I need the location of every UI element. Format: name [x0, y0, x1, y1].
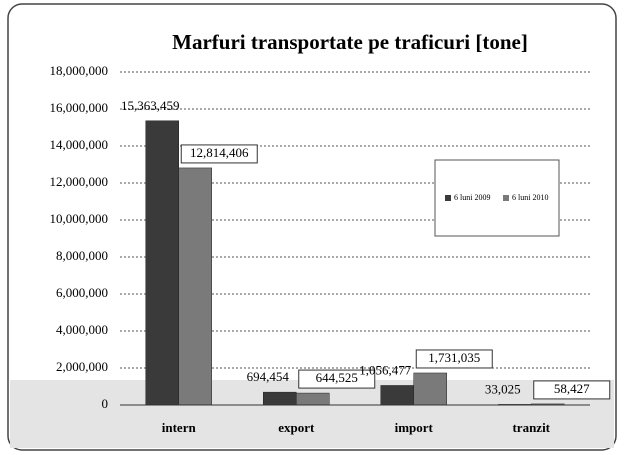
bar: [178, 167, 212, 406]
y-tick-label: 16,000,000: [50, 100, 109, 115]
legend-swatch: [445, 195, 451, 201]
y-tick-label: 12,000,000: [50, 174, 109, 189]
value-label-box: [298, 369, 376, 389]
bar: [380, 385, 414, 406]
value-label-box: [180, 144, 258, 164]
value-label: 694,454: [247, 369, 290, 384]
y-tick-label: 6,000,000: [56, 285, 108, 300]
legend-box: [434, 159, 560, 237]
legend-label: 6 luni 2010: [512, 193, 548, 202]
y-tick-label: 8,000,000: [56, 248, 108, 263]
bar: [296, 392, 330, 406]
value-label: 15,363,459: [121, 98, 180, 113]
value-label: 58,427: [554, 381, 590, 396]
legend-swatch: [503, 195, 509, 201]
y-tick-label: 18,000,000: [50, 63, 109, 78]
bar: [145, 120, 179, 406]
value-label: 1,056,477: [359, 362, 412, 377]
legend-label: 6 luni 2009: [454, 193, 490, 202]
y-tick-label: 4,000,000: [56, 322, 108, 337]
bar: [263, 391, 297, 406]
value-label-box: [415, 349, 493, 369]
x-tick-label: import: [395, 420, 434, 435]
y-tick-label: 0: [102, 396, 109, 411]
chart-title: Marfuri transportate pe traficuri [tone]: [172, 30, 528, 54]
x-tick-label: export: [278, 420, 315, 435]
value-label: 12,814,406: [190, 145, 249, 160]
x-tick-label: intern: [162, 420, 197, 435]
value-label: 33,025: [485, 381, 521, 396]
value-label-box: [533, 380, 611, 400]
y-tick-label: 10,000,000: [50, 211, 109, 226]
floor: [10, 380, 614, 448]
y-tick-label: 14,000,000: [50, 137, 109, 152]
bar: [413, 372, 447, 406]
value-label: 644,525: [316, 370, 358, 385]
y-tick-label: 2,000,000: [56, 359, 108, 374]
value-label: 1,731,035: [428, 350, 480, 365]
x-tick-label: tranzit: [512, 420, 550, 435]
